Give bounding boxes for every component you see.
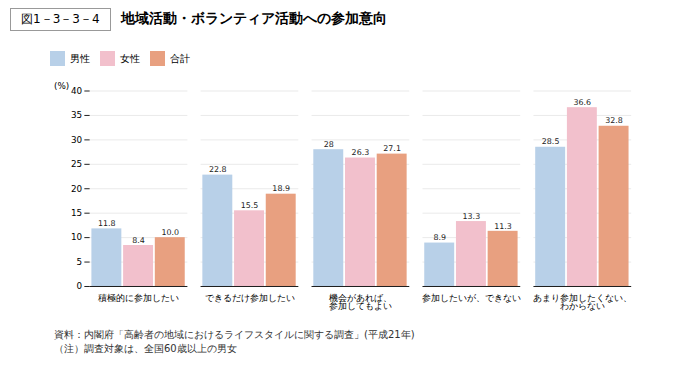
svg-text:18.9: 18.9 [272,184,290,193]
svg-text:15: 15 [71,208,82,218]
svg-text:(%): (%) [54,81,69,91]
svg-text:20: 20 [71,184,83,194]
svg-text:32.8: 32.8 [605,116,623,125]
html-text:図1－3－3－4: 図1－3－3－4 [21,11,100,26]
svg-text:30: 30 [71,135,83,145]
svg-text:26.3: 26.3 [352,148,370,157]
html-text:合計: 合計 [170,51,190,65]
svg-text:積極的に参加したい: 積極的に参加したい [98,293,179,303]
svg-text:10: 10 [71,232,83,242]
svg-text:8.9: 8.9 [433,233,446,242]
html-text:地域活動・ボランティア活動への参加意向: 地域活動・ボランティア活動への参加意向 [120,10,387,26]
svg-text:機会があれば、参加してもよい: 機会があれば、参加してもよい [329,293,392,312]
svg-text:あまり参加したくない、わからない: あまり参加したくない、わからない [533,293,632,312]
svg-text:40: 40 [71,86,83,96]
svg-text:11.8: 11.8 [98,219,116,228]
svg-text:36.6: 36.6 [574,98,592,107]
svg-text:28: 28 [324,140,334,149]
svg-text:22.8: 22.8 [209,165,227,174]
svg-text:35: 35 [71,110,82,120]
svg-text:0: 0 [77,281,83,291]
svg-text:27.1: 27.1 [383,144,401,153]
svg-text:13.3: 13.3 [463,212,481,221]
svg-text:15.5: 15.5 [241,201,259,210]
html-text:女性: 女性 [120,51,140,65]
svg-text:11.3: 11.3 [494,222,512,231]
svg-text:8.4: 8.4 [132,236,145,245]
svg-text:参加したいが、できない: 参加したいが、できない [422,293,521,303]
html-text:男性: 男性 [70,51,90,65]
svg-text:10.0: 10.0 [161,228,179,237]
svg-text:28.5: 28.5 [542,137,560,146]
svg-text:5: 5 [77,257,83,267]
html-text:（注）調査対象は、全国60歳以上の男女: （注）調査対象は、全国60歳以上の男女 [54,342,237,354]
svg-text:できるだけ参加したい: できるだけ参加したい [205,293,295,303]
svg-text:25: 25 [71,159,82,169]
html-text:資料：内閣府「高齢者の地域におけるライフスタイルに関する調査: 資料：内閣府「高齢者の地域におけるライフスタイルに関する調査」(平成21年) [54,328,415,340]
